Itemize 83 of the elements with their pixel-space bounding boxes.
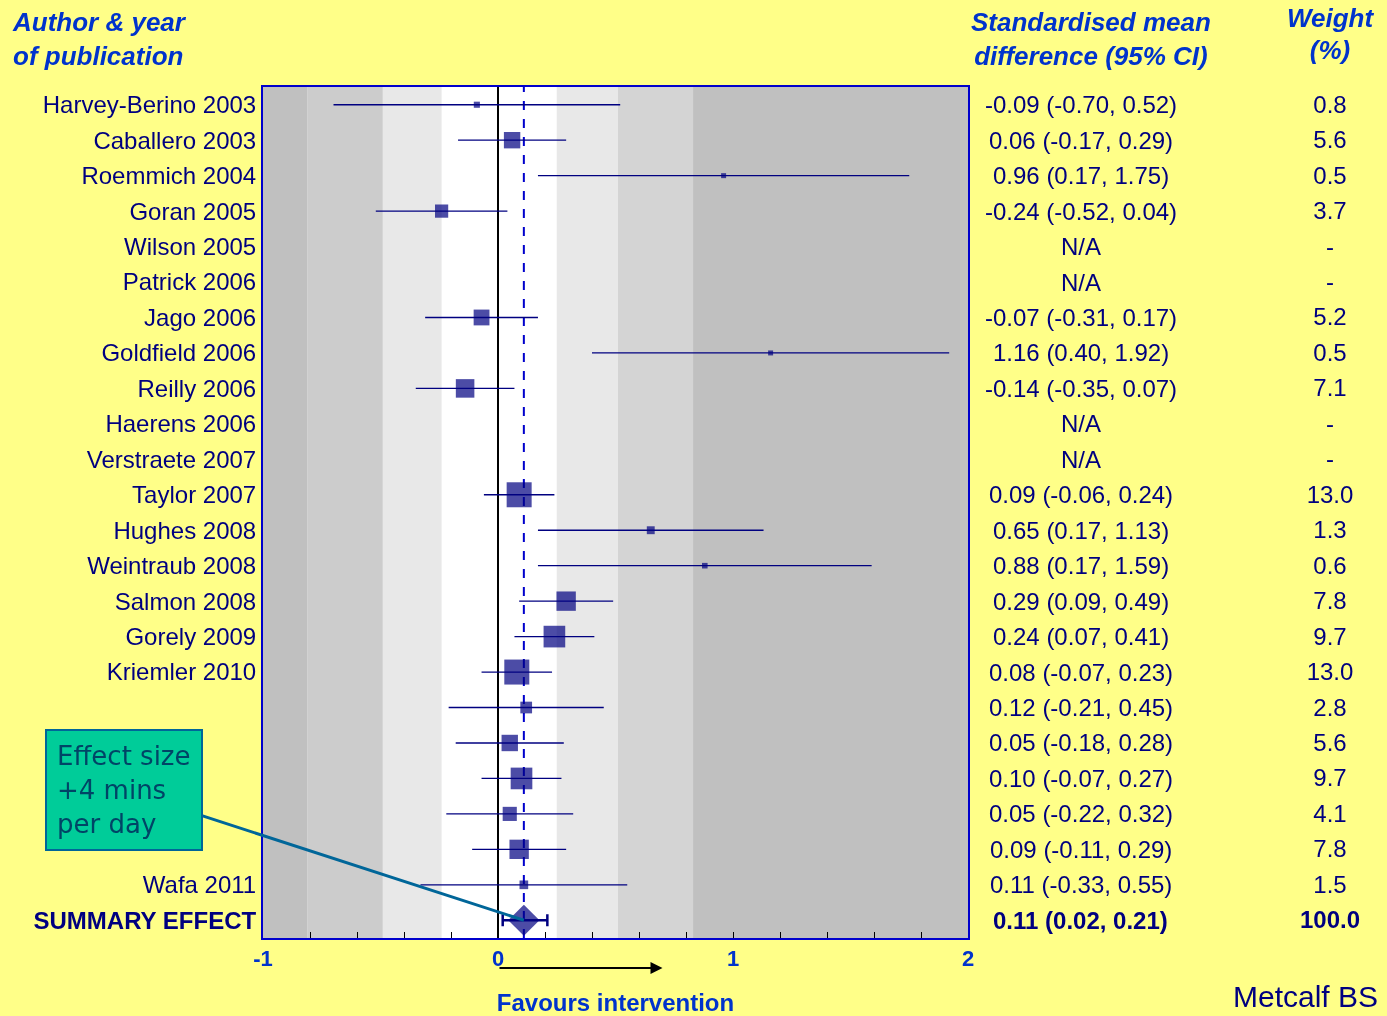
data-label: 0.29 (0.09, 0.49): [993, 588, 1170, 615]
data-label: -0.09 (-0.70, 0.52): [985, 91, 1178, 118]
text: 7.8: [1313, 587, 1347, 615]
data-label: 0.88 (0.17, 1.59): [993, 552, 1170, 579]
data-label: -0.24 (-0.52, 0.04): [985, 198, 1178, 225]
text: Weight (%): [1285, 2, 1375, 66]
text: 0.8: [1313, 90, 1347, 118]
text: 1.3: [1313, 516, 1347, 544]
text: -: [1326, 409, 1334, 437]
y-tick-label: Goran 2005: [129, 197, 257, 225]
data-label: 0.09 (-0.06, 0.24): [989, 481, 1174, 508]
text: 0.5: [1313, 338, 1347, 366]
text: 9.7: [1313, 764, 1347, 792]
point: [455, 379, 475, 398]
data-label: 0.05 (-0.22, 0.32): [989, 800, 1174, 827]
text: 1.5: [1313, 870, 1347, 898]
text: 4.1: [1313, 799, 1347, 827]
y-tick-label: Wafa 2011: [142, 871, 257, 899]
data-label: 0.96 (0.17, 1.75): [993, 162, 1170, 189]
y-tick-label: Reilly 2006: [137, 374, 257, 402]
point: [501, 734, 518, 752]
data-label: 0.10 (-0.07, 0.27): [989, 765, 1174, 792]
x-tick-label: -1: [253, 946, 273, 972]
data-label: 1.16 (0.40, 1.92): [993, 339, 1170, 366]
y-tick-label: Roemmich 2004: [81, 162, 257, 190]
y-tick-label: Haerens 2006: [105, 410, 257, 438]
data-label: 0.08 (-0.07, 0.23): [989, 659, 1174, 686]
y-tick-label: Hughes 2008: [113, 516, 257, 544]
text: 13.0: [1306, 658, 1354, 686]
text: N/A: [1061, 446, 1102, 473]
y-tick-label: SUMMARY EFFECT: [33, 906, 257, 934]
y-tick-label: Weintraub 2008: [87, 552, 257, 580]
x-tick-label: 2: [961, 946, 975, 972]
point: [503, 131, 521, 149]
data-label: 0.11 (-0.33, 0.55): [990, 871, 1173, 898]
y-tick-label: Harvey-Berino 2003: [42, 91, 257, 119]
data-label: -0.07 (-0.31, 0.17): [985, 304, 1178, 331]
text: 5.6: [1313, 126, 1347, 154]
text: 100.0: [1299, 906, 1361, 934]
y-tick-label: Gorely 2009: [125, 623, 257, 650]
y-tick-label: Kriemler 2010: [106, 658, 257, 686]
text: -: [1326, 268, 1334, 296]
y-tick-label: Jago 2006: [144, 303, 257, 331]
x-tick-label: 0: [491, 946, 505, 972]
y-tick-label: Verstraete 2007: [86, 445, 257, 473]
point: [502, 806, 517, 821]
point: [508, 904, 540, 936]
text: -: [1326, 232, 1334, 260]
text: 0.6: [1313, 551, 1347, 579]
text: N/A: [1061, 410, 1102, 437]
text: 2.8: [1313, 693, 1347, 721]
text: 7.1: [1313, 374, 1347, 402]
y-tick-label: Taylor 2007: [132, 481, 257, 509]
annotation: Effect size +4 mins per day: [57, 741, 191, 839]
data-label: 0.24 (0.07, 0.41): [993, 623, 1170, 650]
y-tick-label: Caballero 2003: [93, 126, 257, 154]
text: 3.7: [1313, 197, 1347, 225]
y-tick-label: Goldfield 2006: [101, 339, 257, 367]
text: N/A: [1061, 269, 1102, 296]
y-tick-label: Salmon 2008: [114, 587, 257, 615]
text: 7.8: [1313, 835, 1347, 863]
y-tick-label: Wilson 2005: [124, 232, 257, 260]
text: 9.7: [1313, 622, 1347, 650]
text: 0.5: [1313, 161, 1347, 189]
data-label: 0.05 (-0.18, 0.28): [989, 729, 1174, 756]
x-axis-title: Favours intervention: [496, 989, 735, 1016]
text: 5.6: [1313, 728, 1347, 756]
text: Metcalf BS: [1233, 980, 1379, 1013]
text: Author & year of publication: [12, 7, 187, 71]
text: 13.0: [1306, 480, 1354, 508]
data-label: -0.14 (-0.35, 0.07): [985, 375, 1178, 402]
data-label: 0.12 (-0.21, 0.45): [989, 694, 1174, 721]
data-label: 0.65 (0.17, 1.13): [993, 517, 1170, 544]
text: N/A: [1061, 233, 1102, 260]
point: [473, 309, 490, 326]
data-label: 0.09 (-0.11, 0.29): [990, 836, 1173, 863]
data-label: 0.06 (-0.17, 0.29): [989, 127, 1174, 154]
text: -: [1326, 445, 1334, 473]
text: 5.2: [1313, 303, 1347, 331]
x-tick-label: 1: [726, 946, 740, 972]
text: 0.11 (0.02, 0.21): [993, 907, 1168, 934]
text: Standardised mean difference (95% CI): [971, 7, 1211, 71]
y-tick-label: Patrick 2006: [122, 268, 257, 296]
